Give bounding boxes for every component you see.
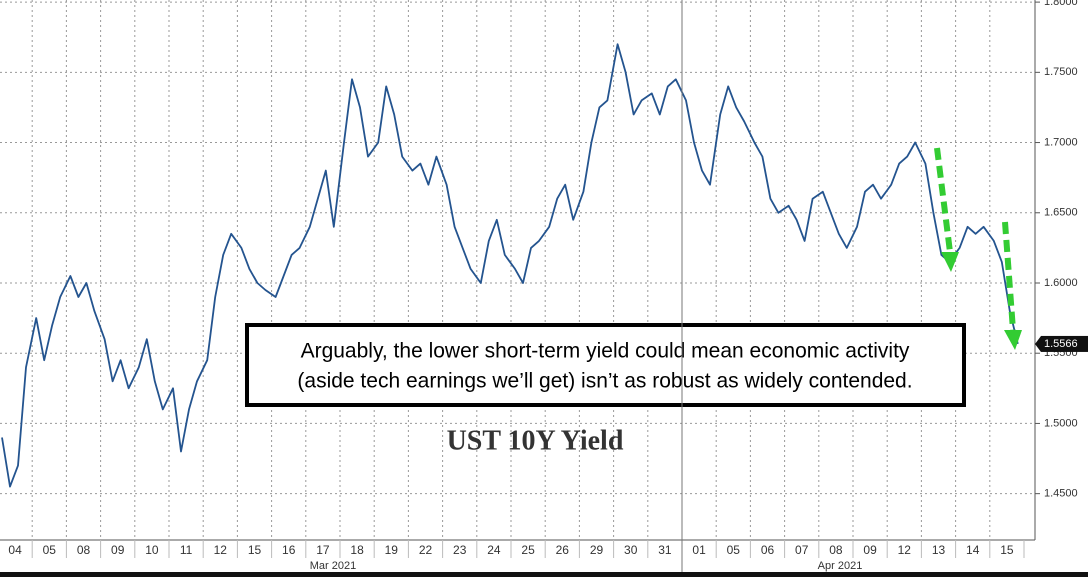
y-tick-label: 1.6500 <box>1044 207 1078 219</box>
month-label: Mar 2021 <box>310 560 356 572</box>
annotation-box <box>245 323 966 407</box>
y-tick-label: 1.5000 <box>1044 417 1078 429</box>
x-tick-label: 08 <box>77 543 91 557</box>
x-tick-label: 11 <box>180 543 193 557</box>
annotation-line: Arguably, the lower short-term yield cou… <box>301 340 910 363</box>
x-tick-label: 12 <box>214 543 228 557</box>
x-tick-label: 07 <box>795 543 809 557</box>
y-tick-label: 1.4500 <box>1044 488 1078 500</box>
x-tick-label: 18 <box>350 543 364 557</box>
annotation-line: (aside tech earnings we’ll get) isn’t as… <box>297 370 912 393</box>
x-tick-label: 05 <box>727 543 741 557</box>
x-tick-label: 12 <box>898 543 912 557</box>
x-tick-label: 13 <box>932 543 946 557</box>
x-tick-label: 05 <box>43 543 57 557</box>
x-tick-label: 16 <box>282 543 296 557</box>
arrows <box>934 147 1016 331</box>
x-tick-label: 15 <box>248 543 262 557</box>
x-tick-label: 29 <box>590 543 604 557</box>
x-tick-label: 10 <box>145 543 159 557</box>
x-tick-label: 15 <box>1000 543 1014 557</box>
x-tick-label: 14 <box>966 543 980 557</box>
x-tick-label: 22 <box>419 543 433 557</box>
x-tick-label: 25 <box>521 543 535 557</box>
x-tick-label: 04 <box>8 543 22 557</box>
bottom-bar <box>0 572 1088 577</box>
yield-line <box>1 43 1019 488</box>
arrowhead <box>1004 330 1022 350</box>
x-tick-label: 17 <box>316 543 330 557</box>
x-tick-label: 09 <box>863 543 877 557</box>
price-tag-label: 1.5566 <box>1044 338 1078 350</box>
x-tick-label: 31 <box>658 543 672 557</box>
x-tick-label: 06 <box>761 543 775 557</box>
x-tick-label: 01 <box>692 543 706 557</box>
x-tick-label: 23 <box>453 543 467 557</box>
y-tick-label: 1.7000 <box>1044 136 1078 148</box>
x-tick-label: 08 <box>829 543 843 557</box>
x-tick-label: 09 <box>111 543 125 557</box>
arrowhead <box>941 252 959 272</box>
month-label: Apr 2021 <box>818 560 863 572</box>
price-tag <box>1041 335 1088 352</box>
y-tick-label: 1.6000 <box>1044 277 1078 289</box>
x-tick-label: 24 <box>487 543 501 557</box>
x-tick-label: 30 <box>624 543 638 557</box>
arrow <box>1002 221 1016 331</box>
x-tick-label: 19 <box>385 543 399 557</box>
price-tag-pointer <box>1035 335 1041 352</box>
grid <box>0 0 1035 540</box>
series <box>1 43 1019 488</box>
y-tick-label: 1.7500 <box>1044 66 1078 78</box>
chart-title: UST 10Y Yield <box>447 425 624 456</box>
y-tick-label: 1.8000 <box>1044 0 1078 8</box>
x-tick-label: 26 <box>556 543 570 557</box>
axis-labels: 1.45001.50001.55001.60001.65001.70001.75… <box>8 0 1088 572</box>
